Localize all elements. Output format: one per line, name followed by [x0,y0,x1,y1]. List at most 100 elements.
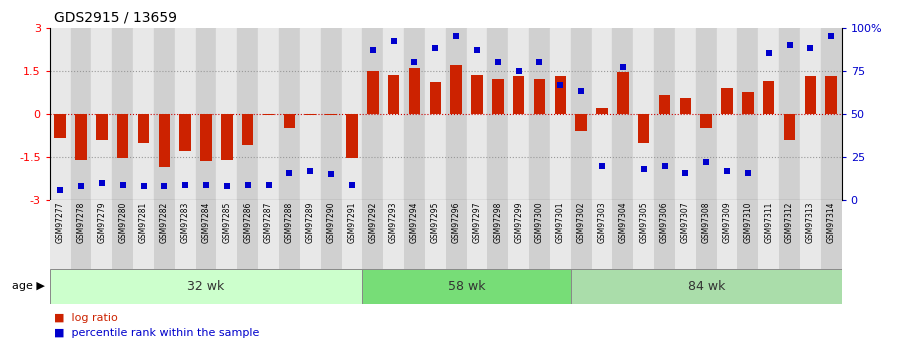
Text: GSM97314: GSM97314 [827,201,835,243]
Bar [91,28,112,200]
Bar [237,28,258,200]
Point [449,33,463,39]
Bar [509,28,529,200]
Point [532,59,547,65]
Bar [738,200,758,269]
Point [699,159,713,165]
Bar [738,28,758,200]
Bar [304,114,316,115]
Bar [509,200,529,269]
Point [137,184,151,189]
Bar [179,114,191,151]
Bar [404,28,424,200]
Text: GSM97295: GSM97295 [431,201,440,243]
Text: GSM97291: GSM97291 [348,201,357,243]
Text: GSM97278: GSM97278 [77,201,86,243]
Bar [279,200,300,269]
Bar [154,28,175,200]
Text: GSM97297: GSM97297 [472,201,481,243]
Bar [50,269,362,304]
Bar [320,28,341,200]
Bar [779,28,800,200]
Bar [800,200,821,269]
Bar [237,200,258,269]
Point [303,168,318,174]
Bar [71,200,91,269]
Bar [300,28,320,200]
Text: GSM97299: GSM97299 [514,201,523,243]
Bar [50,28,71,200]
Bar [513,77,524,114]
Bar [529,28,550,200]
Text: GSM97280: GSM97280 [119,201,128,243]
Point [282,170,297,175]
Text: GSM97293: GSM97293 [389,201,398,243]
Bar [825,77,837,114]
Bar [821,28,842,200]
Bar [424,28,446,200]
Point [491,59,505,65]
Bar [430,82,441,114]
Text: GSM97305: GSM97305 [639,201,648,243]
Point [345,182,359,187]
Bar [800,28,821,200]
Bar [571,269,842,304]
Bar [300,200,320,269]
Point [220,184,234,189]
Point [595,163,609,168]
Text: age ▶: age ▶ [13,282,45,291]
Bar [424,200,446,269]
Bar [617,72,629,114]
Text: GSM97294: GSM97294 [410,201,419,243]
Bar [654,200,675,269]
Point [615,65,630,70]
Point [511,68,526,73]
Text: GSM97277: GSM97277 [56,201,64,243]
Bar [283,114,295,128]
Bar [409,68,420,114]
Bar [216,28,237,200]
Bar [550,200,571,269]
Bar [279,28,300,200]
Bar [341,200,362,269]
Bar [805,77,816,114]
Text: GSM97298: GSM97298 [493,201,502,243]
Bar [133,28,154,200]
Bar [696,28,717,200]
Bar [550,28,571,200]
Point [824,33,838,39]
Text: GSM97304: GSM97304 [618,201,627,243]
Point [574,89,588,94]
Bar [221,114,233,160]
Point [95,180,110,186]
Bar [592,28,613,200]
Bar [634,28,654,200]
Bar [779,200,800,269]
Bar [112,200,133,269]
Point [719,168,734,174]
Point [157,184,172,189]
Point [782,42,796,48]
Point [241,182,255,187]
Bar [362,200,383,269]
Bar [175,200,195,269]
Text: GSM97279: GSM97279 [98,201,107,243]
Bar [96,114,108,140]
Point [761,51,776,56]
Text: GSM97301: GSM97301 [556,201,565,243]
Bar [654,28,675,200]
Bar [571,28,592,200]
Bar [555,77,566,114]
Bar [763,81,775,114]
Text: 58 wk: 58 wk [448,280,485,293]
Bar [571,200,592,269]
Text: 84 wk: 84 wk [688,280,725,293]
Bar [258,200,279,269]
Bar [200,114,212,161]
Point [178,182,193,187]
Bar [404,200,424,269]
Point [428,46,443,51]
Text: GSM97303: GSM97303 [597,201,606,243]
Text: GSM97310: GSM97310 [743,201,752,243]
Bar [576,114,587,131]
